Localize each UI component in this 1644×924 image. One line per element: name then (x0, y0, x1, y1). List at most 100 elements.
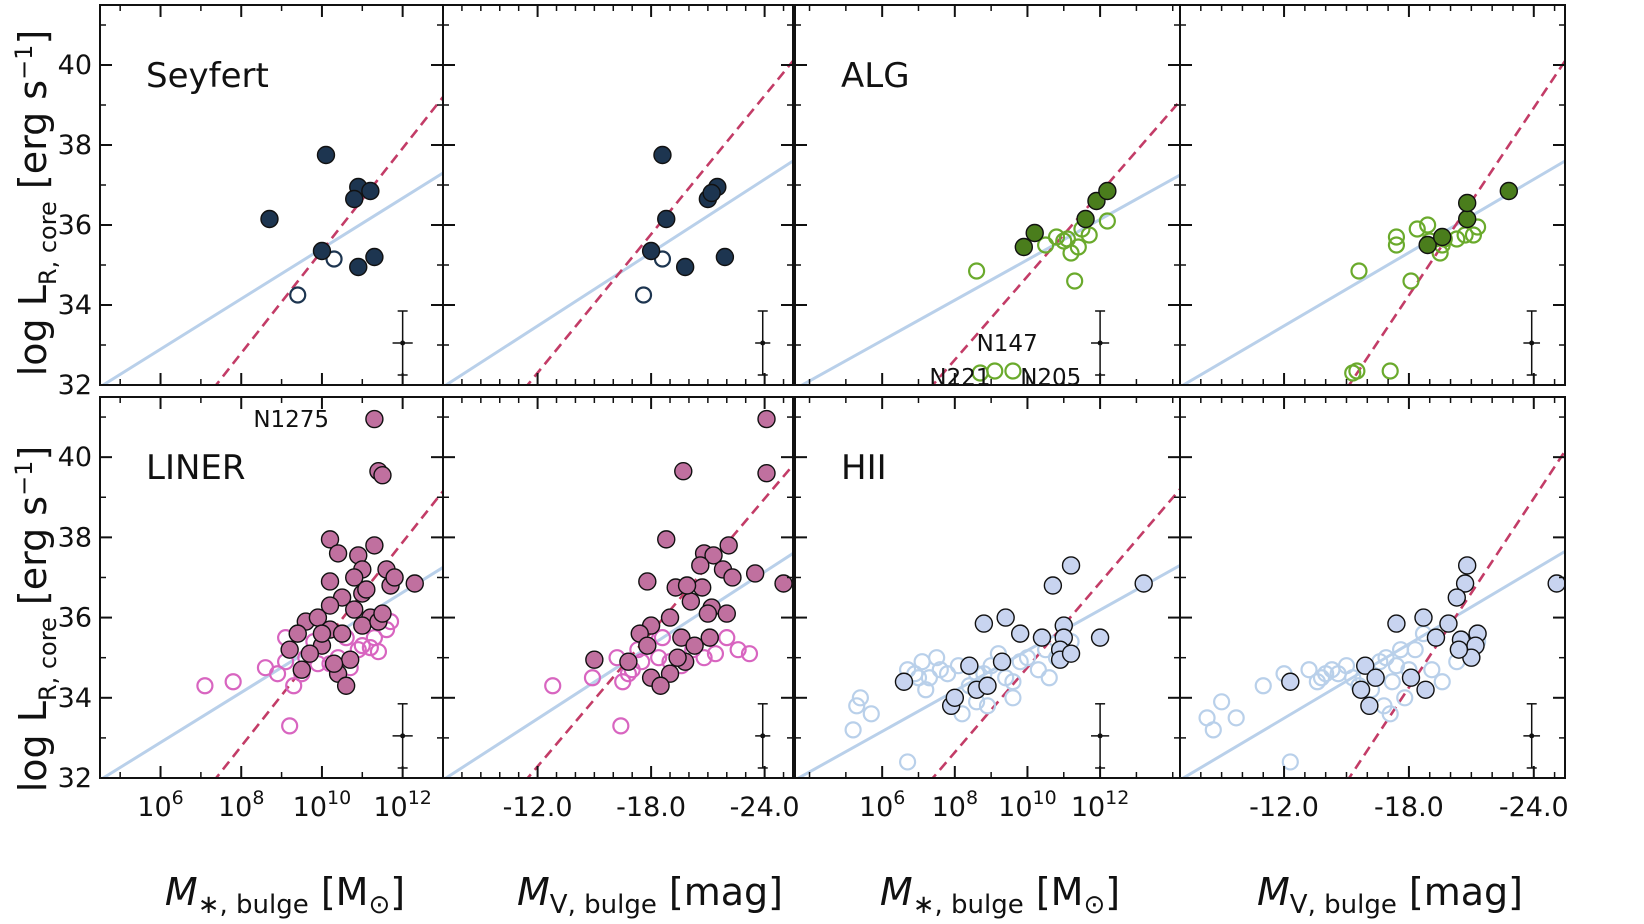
filled-point (365, 247, 384, 267)
filled-point (1457, 193, 1477, 213)
error-bar-center (1097, 340, 1103, 346)
y-tick-label: 40 (58, 442, 92, 473)
filled-point (1418, 235, 1437, 255)
x-tick-label: -24.0 (1499, 792, 1569, 823)
open-point (1037, 236, 1055, 254)
open-point (281, 717, 299, 735)
filled-point (332, 624, 352, 643)
filled-point (1043, 576, 1063, 595)
point-annotation: N147 (977, 331, 1038, 357)
open-point (1396, 689, 1414, 707)
y-tick-label: 34 (58, 290, 92, 321)
filled-point (1416, 680, 1435, 699)
open-point (1281, 753, 1299, 771)
x-tick-label: 1012 (373, 787, 432, 823)
panel-frame (442, 4, 794, 386)
open-point (1419, 216, 1437, 234)
error-bar-center (400, 733, 406, 739)
error-bar-center (1529, 733, 1535, 739)
filled-point (692, 578, 712, 597)
open-point (729, 641, 747, 659)
filled-point (1032, 628, 1052, 647)
xlabel-main: M (1257, 870, 1290, 914)
y-axis-title-bottom: log LR, core [erg s−1] (10, 446, 62, 793)
open-point (1402, 272, 1420, 290)
filled-point (945, 688, 965, 707)
panel-liner-mass: 32 34 36 38 40 106 108 1010 1012 LINER N1275 (58, 396, 444, 823)
filled-point (1457, 209, 1477, 229)
fit-line-red (214, 96, 443, 385)
filled-point (1433, 227, 1452, 247)
open-point (1406, 641, 1424, 659)
filled-point (1356, 656, 1375, 675)
open-point (1423, 661, 1441, 679)
panel-liner-mag: -12.0 -18.0 -24.0 (442, 396, 800, 823)
ylabel-unit: [erg s (11, 80, 55, 189)
filled-point (974, 614, 994, 633)
filled-point (757, 409, 776, 429)
open-point (1381, 705, 1399, 723)
y-tick-label: 32 (58, 763, 92, 794)
filled-point (657, 209, 676, 229)
x-tick-label: 108 (218, 787, 264, 823)
filled-point (619, 652, 638, 671)
panel-label: LINER (146, 448, 246, 488)
open-point (898, 753, 917, 771)
panels: 32 34 36 38 40 Seyfert ALG N147 N221 N205 32 34 36 38… (58, 4, 1569, 823)
xlabel-unit: [mag] (669, 870, 783, 914)
open-point (917, 681, 935, 699)
ylabel-main: log L (11, 285, 55, 376)
fit-line-blue (1180, 159, 1565, 385)
open-point (968, 262, 986, 280)
filled-point (685, 636, 704, 655)
xlabel-sun: ⊙ (1083, 890, 1105, 920)
filled-point (1499, 181, 1519, 201)
x-tick-label: -12.0 (503, 792, 573, 823)
open-point (1080, 226, 1098, 244)
fit-line-red (526, 464, 793, 778)
filled-point (638, 572, 657, 591)
panel-seyfert-mag (442, 4, 794, 386)
open-point (844, 721, 862, 739)
filled-point (1449, 640, 1469, 659)
filled-point (365, 536, 384, 555)
open-point (1308, 673, 1326, 691)
xlabel-unit: [M (321, 870, 369, 914)
panel-label: HII (841, 448, 887, 488)
open-point (1387, 657, 1406, 675)
filled-point (1098, 181, 1117, 201)
filled-point (681, 592, 701, 611)
filled-point (698, 604, 718, 623)
ylabel-exp: −1 (10, 45, 38, 80)
xlabel-main: M (517, 870, 550, 914)
open-point (544, 677, 562, 695)
open-point (361, 639, 379, 657)
filled-point (292, 660, 311, 679)
filled-point (723, 568, 742, 587)
x-tick-label: -18.0 (1374, 792, 1444, 823)
error-bar-icon (755, 703, 771, 769)
filled-point (653, 145, 672, 165)
filled-point (345, 568, 364, 587)
y-tick-label: 40 (58, 50, 92, 81)
filled-point (996, 608, 1015, 627)
open-point (1098, 212, 1116, 230)
open-point (612, 717, 630, 735)
filled-point (1401, 668, 1421, 687)
open-point (1058, 230, 1077, 248)
filled-point (1426, 628, 1446, 647)
error-bar-center (400, 340, 406, 346)
filled-point (320, 530, 340, 549)
plot-area (443, 409, 793, 778)
open-point (920, 669, 938, 687)
open-point (1312, 669, 1331, 687)
filled-point (691, 556, 710, 575)
x-tick-label: -24.0 (730, 792, 800, 823)
y-tick-label: 32 (58, 370, 92, 401)
filled-point (1547, 574, 1565, 593)
panel-hii-mag: -12.0 -18.0 -24.0 (1179, 396, 1569, 823)
filled-point (312, 241, 332, 261)
y-tick-label: 34 (58, 683, 92, 714)
ylabel-exp: −1 (10, 461, 38, 496)
